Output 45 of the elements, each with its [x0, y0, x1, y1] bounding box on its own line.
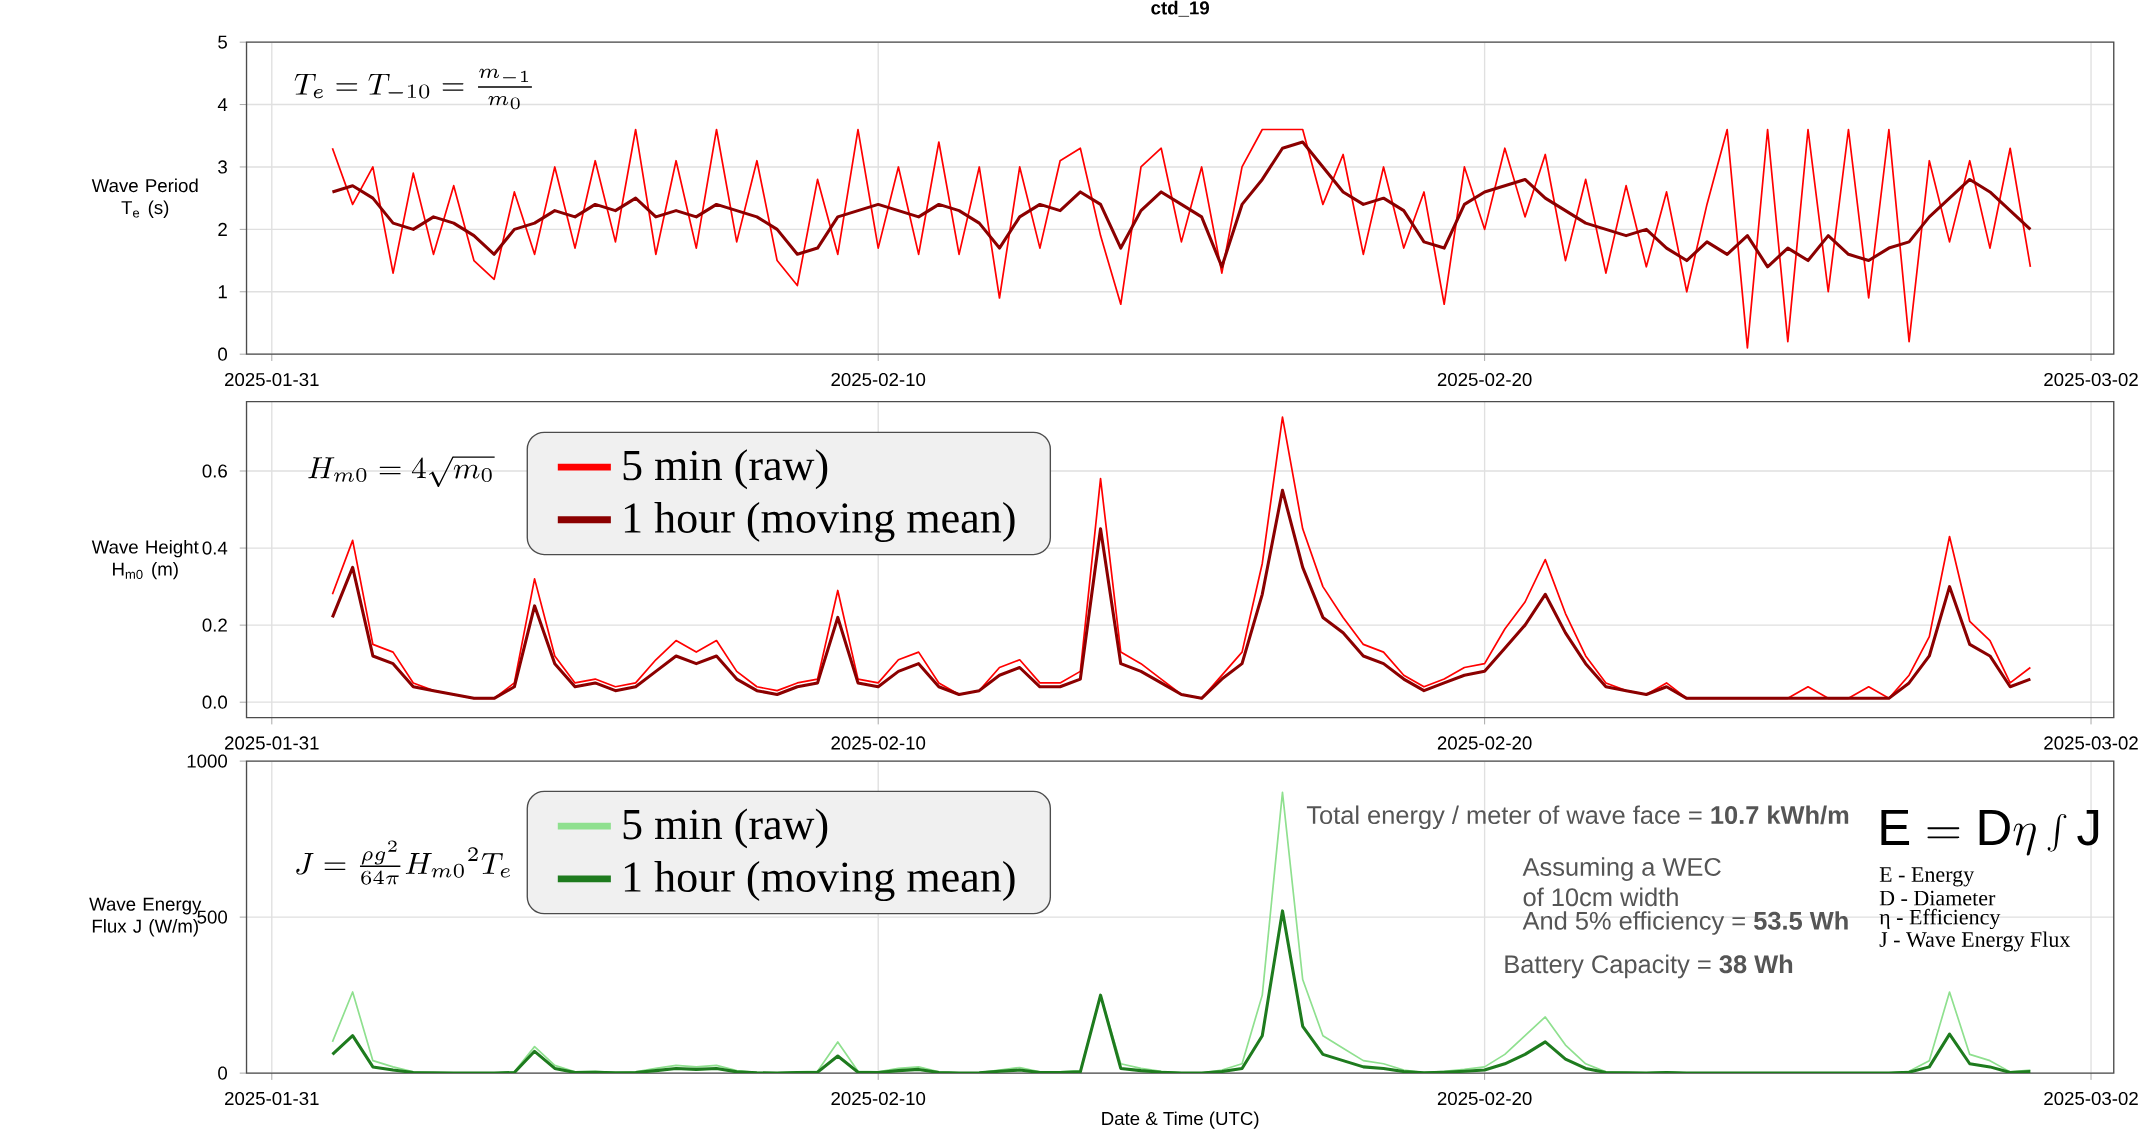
- x-tick-label: 2025-01-31: [225, 736, 319, 750]
- annotation: $H_{m0} = 4\sqrt{m_0}$: [308, 456, 495, 487]
- annotation: E - Energy: [1879, 867, 1975, 887]
- y-tick-label: 0: [218, 347, 228, 361]
- x-tick-label: 2025-01-31: [225, 372, 319, 386]
- annotation: Battery Capacity = 38 Wh: [1505, 954, 1793, 979]
- annotation: of 10cm width: [1523, 887, 1678, 907]
- legend-label: 1 hour (moving mean): [624, 501, 1015, 542]
- annotation: J - Wave Energy Flux: [1879, 931, 2071, 952]
- annotation: And 5% efficiency = 53.5 Wh: [1522, 911, 1848, 935]
- y-tick-label: 0.2: [202, 618, 227, 632]
- annotation: η - Efficiency: [1879, 908, 2001, 929]
- annotation: Total energy / meter of wave face = 10.7 kWh/m: [1306, 805, 1849, 829]
- y-tick-label: 4: [217, 98, 228, 111]
- x-tick-label: 2025-02-10: [831, 1091, 926, 1105]
- x-tick-label: 2025-02-20: [1437, 372, 1532, 386]
- y-tick-label: 5: [218, 35, 227, 49]
- y-tick-label: 1: [218, 285, 227, 299]
- legend-label: 5 min (raw): [623, 449, 828, 490]
- annotation: $T_e = T_{-10} = \frac{m_{-1}}{m_0}$: [294, 68, 532, 110]
- y-tick-label: 0.0: [202, 695, 228, 709]
- x-axis-title: Date & Time (UTC): [1102, 1111, 1259, 1129]
- y-tick-label: 0: [218, 1066, 228, 1080]
- y-axis-title: Wave Height H$_{m0}$ (m): [91, 539, 199, 580]
- annotation: $J = \frac{\rho g^2}{64\pi} {H_{m0}}^2 T_e$: [296, 840, 511, 885]
- y-tick-label: 2: [218, 222, 227, 236]
- annotation: D - Diameter: [1879, 890, 1996, 906]
- x-tick-label: 2025-01-31: [225, 1091, 319, 1105]
- x-tick-label: 2025-03-02: [2044, 736, 2138, 750]
- x-tick-label: 2025-02-20: [1437, 1091, 1532, 1105]
- x-tick-label: 2025-03-02: [2044, 1091, 2138, 1105]
- x-tick-label: 2025-03-02: [2044, 372, 2138, 386]
- legend-label: 1 hour (moving mean): [624, 860, 1015, 901]
- x-tick-label: 2025-02-10: [831, 372, 926, 386]
- x-tick-label: 2025-02-20: [1437, 736, 1532, 750]
- annotation: Assuming a WEC: [1522, 857, 1721, 881]
- y-axis-title: Wave Period T$_{e}$ (s): [91, 178, 198, 218]
- y-tick-label: 1000: [187, 754, 228, 768]
- y-tick-label: 0.6: [202, 464, 227, 478]
- annotation: $\mathrm{E} = \mathrm{D}\eta\int \mathrm{J}$: [1881, 809, 2099, 856]
- y-tick-label: 3: [218, 160, 227, 174]
- legend-label: 5 min (raw): [623, 808, 828, 849]
- x-tick-label: 2025-02-10: [831, 736, 926, 750]
- y-tick-label: 0.4: [202, 541, 228, 555]
- chart-title: ctd_19: [1151, 0, 1209, 17]
